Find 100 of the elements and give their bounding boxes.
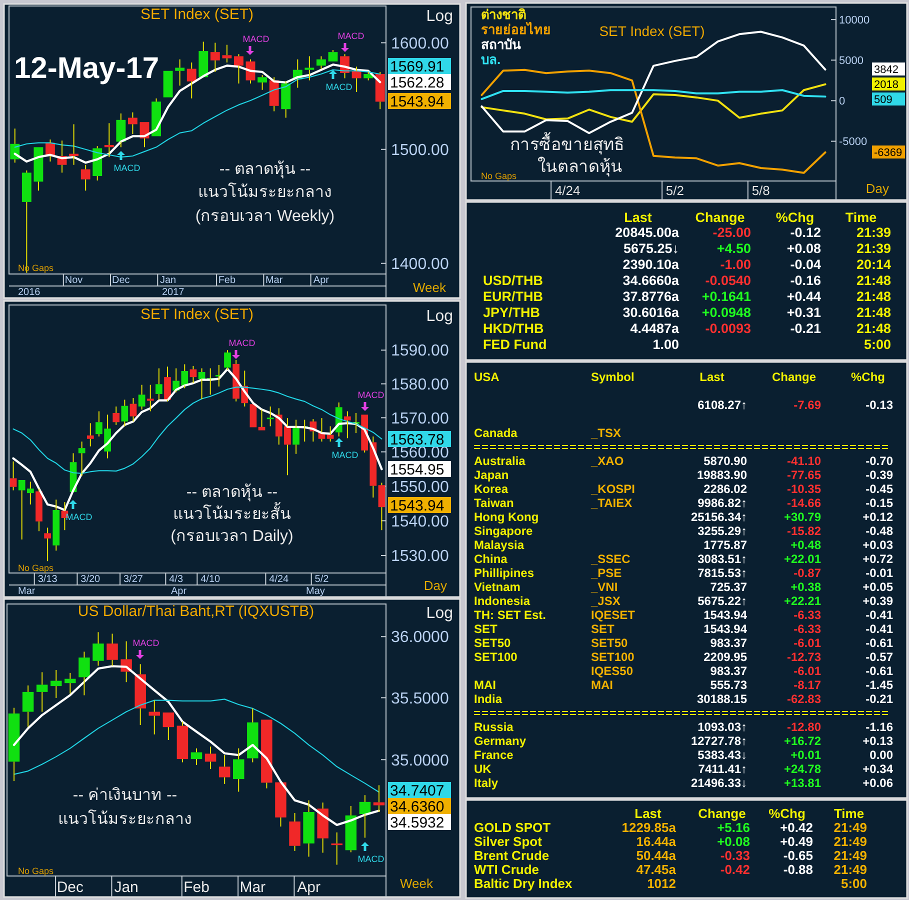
text: SET Index (SET) xyxy=(599,23,705,39)
y-tick-label: 1400.00 xyxy=(391,256,449,273)
text: _KOSPI xyxy=(591,482,636,496)
text: 30188.15 xyxy=(696,692,747,706)
candlestick xyxy=(198,41,208,78)
annotation: No Gaps xyxy=(18,563,54,573)
text: 1775.87 xyxy=(704,538,747,552)
text: 47.45a xyxy=(636,862,676,877)
annotation: การซื้อขายสุทธิ xyxy=(510,132,624,155)
annotation: -- ค่าเงินบาท -- xyxy=(72,787,178,804)
text: 1543.94 xyxy=(390,497,444,514)
y-tick-label: 36.0000 xyxy=(391,629,449,646)
candlestick xyxy=(44,527,51,562)
text: -0.21 xyxy=(866,692,893,706)
text: May xyxy=(306,586,325,597)
text: สถาบัน xyxy=(481,37,521,52)
text: 2016 xyxy=(18,287,41,298)
x-tick-label: 4/24 xyxy=(269,574,290,585)
y-tick-label: 1600.00 xyxy=(391,35,449,52)
text: -6369 xyxy=(874,146,902,159)
candlestick xyxy=(204,746,216,770)
annotation: แนวโน้มระยะสั้น xyxy=(173,502,291,523)
x-tick-label: Feb xyxy=(218,275,236,286)
text: 21:49 xyxy=(834,834,867,849)
category-label: %Chg xyxy=(776,210,814,225)
candlestick xyxy=(198,368,206,400)
text: 4.4487a xyxy=(630,321,679,336)
y-tick-label: 1590.00 xyxy=(391,342,449,360)
text: -0.88 xyxy=(783,862,813,877)
text: +0.03 xyxy=(862,538,893,552)
category-label: Change xyxy=(772,370,816,384)
text: 12727.78↑ xyxy=(690,734,747,748)
text: +4.50 xyxy=(716,241,751,256)
text: 30.6016a xyxy=(622,305,679,320)
category-label: Hong Kong xyxy=(474,510,539,524)
text: _SSEC xyxy=(591,552,630,566)
x-tick-label: 4/3 xyxy=(169,574,184,585)
candlestick xyxy=(176,721,188,763)
category-label: India xyxy=(474,692,502,706)
category-label: %Chg xyxy=(768,806,806,821)
y-tick-label: 35.5000 xyxy=(391,690,449,708)
text: SET100 xyxy=(591,650,634,664)
annotation: MACD xyxy=(332,450,359,460)
text: +0.06 xyxy=(862,776,893,790)
category-label: Singapore xyxy=(474,524,533,538)
text: -0.21 xyxy=(790,321,821,336)
text: รายย่อยไทย xyxy=(481,21,551,37)
candlestick xyxy=(281,80,291,118)
candlestick xyxy=(86,422,94,447)
x-tick-label: Apr xyxy=(313,275,330,286)
text: -0.45 xyxy=(866,482,893,496)
category-label: Silver Spot xyxy=(474,834,542,849)
text: 21496.33↓ xyxy=(690,776,747,790)
annotation: MACD xyxy=(358,390,385,400)
text: 34.5932 xyxy=(390,814,444,832)
annotation: ในตลาดหุ้น xyxy=(538,156,622,177)
text: Log xyxy=(426,308,453,325)
candlestick xyxy=(138,384,146,410)
text: 25156.34↑ xyxy=(690,510,747,524)
annotation: MACD xyxy=(338,31,365,41)
text: 5383.43↓ xyxy=(698,748,747,762)
x-tick-label: 4/24 xyxy=(554,183,580,198)
annotation: No Gaps xyxy=(481,171,518,181)
category-label: UK xyxy=(474,762,492,776)
text: +0.39 xyxy=(862,594,893,608)
x-tick-label: Mar xyxy=(240,879,266,896)
category-label: Time xyxy=(834,806,864,821)
y-tick-label: 5000 xyxy=(839,54,864,67)
text: 1543.94 xyxy=(704,622,747,636)
x-axis-title: Day xyxy=(424,578,448,593)
text: +0.01 xyxy=(790,748,821,762)
text: 34.7407 xyxy=(390,782,444,800)
text: -0.70 xyxy=(866,454,893,468)
text: +0.34 xyxy=(862,762,893,776)
chart-title: SET Index (SET) xyxy=(140,6,254,23)
category-label: Vietnam xyxy=(474,580,520,594)
annotation: -- ตลาดหุ้น -- xyxy=(219,160,311,179)
annotation: MACD xyxy=(358,854,385,864)
category-label: Symbol xyxy=(591,370,634,384)
category-label: Last xyxy=(624,210,652,225)
text: 21:49 xyxy=(834,862,867,877)
candlestick xyxy=(326,426,334,442)
text: Apr xyxy=(171,586,188,597)
x-tick-label: 3/27 xyxy=(124,574,144,585)
text: +0.13 xyxy=(862,734,893,748)
chart-title: SET Index (SET) xyxy=(140,306,254,323)
text: -6.01 xyxy=(794,636,821,650)
candlestick xyxy=(375,71,385,110)
category-label: Last xyxy=(634,806,662,821)
text: 21:39 xyxy=(856,241,891,256)
candlestick xyxy=(121,399,128,427)
text: 3842 xyxy=(874,64,898,76)
text: 9986.82↑ xyxy=(698,496,747,510)
candlestick xyxy=(373,784,385,813)
category-label: Indonesia xyxy=(474,594,530,608)
text: IQES50 xyxy=(591,664,634,678)
y-tick-label: 1500.00 xyxy=(391,142,449,159)
text: 21:39 xyxy=(856,225,891,240)
annotation: แนวโน้มระยะกลาง xyxy=(58,809,192,828)
text: 1562.28 xyxy=(390,74,444,92)
